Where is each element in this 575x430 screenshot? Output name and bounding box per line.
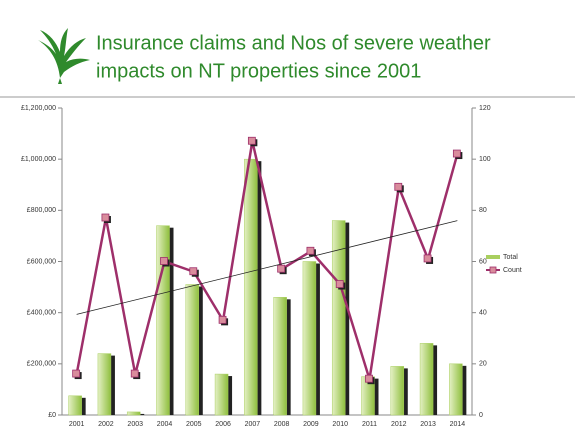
x-tick-label: 2007 [245,421,261,428]
y2-tick-label: 80 [479,207,487,214]
bar [185,284,200,416]
bar [126,411,141,416]
trendline [76,220,458,315]
y-tick-label: £400,000 [27,310,56,317]
marker [306,246,315,255]
y-tick-label: £200,000 [27,361,56,368]
x-tick-label: 2002 [98,421,114,428]
marker [101,213,110,222]
y-tick-label: £600,000 [27,258,56,265]
x-tick-label: 2011 [362,421,377,428]
y-tick-label: £1,200,000 [21,105,56,112]
bar [97,353,112,416]
x-tick-label: 2001 [69,421,85,428]
marker [277,264,286,273]
marker [130,369,139,378]
marker [160,257,168,265]
y-tick-label: £1,000,000 [21,156,56,163]
chart-title: impacts on NT properties since 2001 [96,60,421,82]
y2-tick-label: 40 [479,310,487,317]
bar [390,366,405,416]
logo-leaf [38,28,90,84]
legend-label: Total [503,254,518,261]
x-tick-label: 2013 [420,421,436,428]
legend-swatch [486,255,500,259]
marker [72,369,81,378]
marker [247,136,256,145]
x-tick-label: 2004 [157,421,173,428]
bar [68,395,82,416]
legend-marker [489,266,497,274]
x-tick-label: 2005 [186,421,202,428]
x-tick-label: 2009 [303,421,319,428]
y-tick-label: £800,000 [27,207,56,214]
marker [189,267,198,276]
marker [423,254,432,263]
bar [214,373,229,416]
bar [331,220,346,416]
marker [452,149,461,158]
x-tick-label: 2006 [215,421,231,428]
bar [244,158,258,416]
y2-tick-label: 120 [479,105,491,112]
bar [156,225,170,416]
marker [394,182,403,191]
y2-tick-label: 100 [479,156,491,163]
x-tick-label: 2014 [450,421,466,428]
bar [449,363,463,416]
count-line [75,140,459,380]
bar [273,297,287,416]
x-tick-label: 2012 [391,421,407,428]
chart-title: Insurance claims and Nos of severe weath… [96,32,491,54]
x-tick-label: 2010 [332,421,348,428]
y2-tick-label: 20 [479,361,487,368]
x-tick-label: 2008 [274,421,290,428]
bar [302,261,317,416]
x-tick-label: 2003 [127,421,143,428]
marker [335,280,344,288]
y2-tick-label: 0 [479,412,483,419]
y-tick-label: £0 [48,412,56,419]
marker [218,315,227,324]
legend-label: Count [503,267,522,274]
bar [419,343,434,416]
y2-tick-label: 60 [479,258,487,265]
marker [365,374,373,383]
